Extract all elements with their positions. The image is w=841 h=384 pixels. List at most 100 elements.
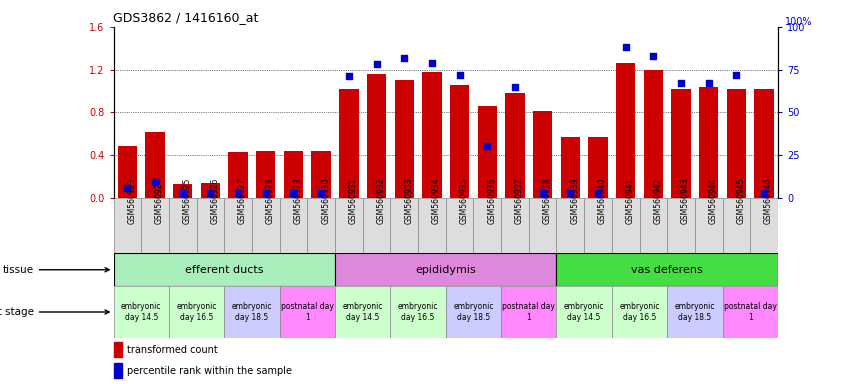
Bar: [141, 198, 169, 253]
Bar: [671, 89, 690, 198]
Text: GSM560938: GSM560938: [542, 177, 552, 224]
Text: GSM560924: GSM560924: [155, 177, 164, 224]
Text: GSM560928: GSM560928: [266, 177, 275, 223]
Bar: [616, 63, 635, 198]
Text: GSM560929: GSM560929: [294, 177, 303, 224]
Text: vas deferens: vas deferens: [632, 265, 703, 275]
Text: GSM560926: GSM560926: [210, 177, 220, 224]
Bar: [118, 146, 137, 198]
Bar: [695, 198, 722, 253]
Bar: [390, 286, 446, 338]
Point: [315, 190, 328, 196]
Bar: [257, 151, 276, 198]
Text: GSM560943: GSM560943: [681, 177, 690, 224]
Bar: [754, 89, 774, 198]
Bar: [589, 137, 608, 198]
Bar: [643, 70, 663, 198]
Bar: [561, 137, 580, 198]
Text: GDS3862 / 1416160_at: GDS3862 / 1416160_at: [113, 11, 258, 24]
Text: GSM560933: GSM560933: [405, 177, 413, 224]
Bar: [612, 286, 667, 338]
Bar: [307, 198, 335, 253]
Bar: [750, 198, 778, 253]
Text: embryonic
day 14.5: embryonic day 14.5: [564, 302, 605, 322]
Bar: [473, 198, 501, 253]
Point: [204, 190, 217, 196]
Bar: [229, 152, 248, 198]
Point: [231, 190, 245, 196]
Bar: [667, 198, 695, 253]
Text: GSM560940: GSM560940: [598, 177, 607, 224]
Text: GSM560936: GSM560936: [487, 177, 496, 224]
Bar: [557, 286, 612, 338]
Text: GSM560935: GSM560935: [459, 177, 468, 224]
Bar: [450, 84, 469, 198]
Text: GSM560945: GSM560945: [737, 177, 745, 224]
Bar: [557, 198, 584, 253]
Point: [647, 53, 660, 59]
Bar: [612, 198, 639, 253]
Text: epididymis: epididymis: [415, 265, 476, 275]
Bar: [722, 198, 750, 253]
Point: [370, 61, 383, 68]
Bar: [335, 198, 362, 253]
Bar: [283, 151, 303, 198]
Bar: [505, 93, 525, 198]
Text: GSM560930: GSM560930: [321, 177, 331, 224]
Text: GSM560937: GSM560937: [515, 177, 524, 224]
Bar: [339, 89, 358, 198]
Bar: [446, 198, 473, 253]
Text: transformed count: transformed count: [127, 345, 218, 355]
Text: GSM560931: GSM560931: [349, 177, 357, 224]
Bar: [169, 198, 197, 253]
Bar: [225, 286, 279, 338]
Bar: [114, 198, 141, 253]
Point: [508, 84, 521, 90]
Bar: [311, 151, 331, 198]
Bar: [501, 286, 557, 338]
Point: [480, 143, 494, 149]
Text: GSM560944: GSM560944: [709, 177, 717, 224]
Bar: [114, 342, 121, 357]
Bar: [394, 80, 414, 198]
Bar: [114, 286, 169, 338]
Text: efferent ducts: efferent ducts: [185, 265, 263, 275]
Bar: [529, 198, 557, 253]
Bar: [225, 198, 252, 253]
Bar: [390, 198, 418, 253]
Bar: [727, 89, 746, 198]
Bar: [533, 111, 553, 198]
Point: [342, 73, 356, 79]
Point: [259, 190, 272, 196]
Bar: [699, 87, 718, 198]
Text: postnatal day
1: postnatal day 1: [502, 302, 555, 322]
Text: postnatal day
1: postnatal day 1: [724, 302, 777, 322]
Bar: [418, 198, 446, 253]
Text: development stage: development stage: [0, 307, 109, 317]
Text: tissue: tissue: [3, 265, 109, 275]
Bar: [173, 184, 193, 198]
Bar: [667, 286, 722, 338]
Point: [148, 179, 161, 185]
Bar: [584, 198, 612, 253]
Bar: [169, 286, 225, 338]
Bar: [446, 286, 501, 338]
Bar: [145, 132, 165, 198]
Text: embryonic
day 18.5: embryonic day 18.5: [453, 302, 494, 322]
Text: GSM560925: GSM560925: [182, 177, 192, 224]
Bar: [197, 198, 225, 253]
Text: embryonic
day 16.5: embryonic day 16.5: [177, 302, 217, 322]
Text: GSM560941: GSM560941: [626, 177, 635, 224]
Text: percentile rank within the sample: percentile rank within the sample: [127, 366, 292, 376]
Point: [674, 80, 688, 86]
Text: GSM560927: GSM560927: [238, 177, 247, 224]
Text: embryonic
day 16.5: embryonic day 16.5: [619, 302, 659, 322]
Point: [730, 72, 743, 78]
Bar: [639, 198, 667, 253]
Bar: [252, 198, 279, 253]
Bar: [279, 286, 335, 338]
Point: [536, 190, 549, 196]
Text: embryonic
day 16.5: embryonic day 16.5: [398, 302, 438, 322]
Text: GSM560939: GSM560939: [570, 177, 579, 224]
Text: postnatal day
1: postnatal day 1: [281, 302, 334, 322]
